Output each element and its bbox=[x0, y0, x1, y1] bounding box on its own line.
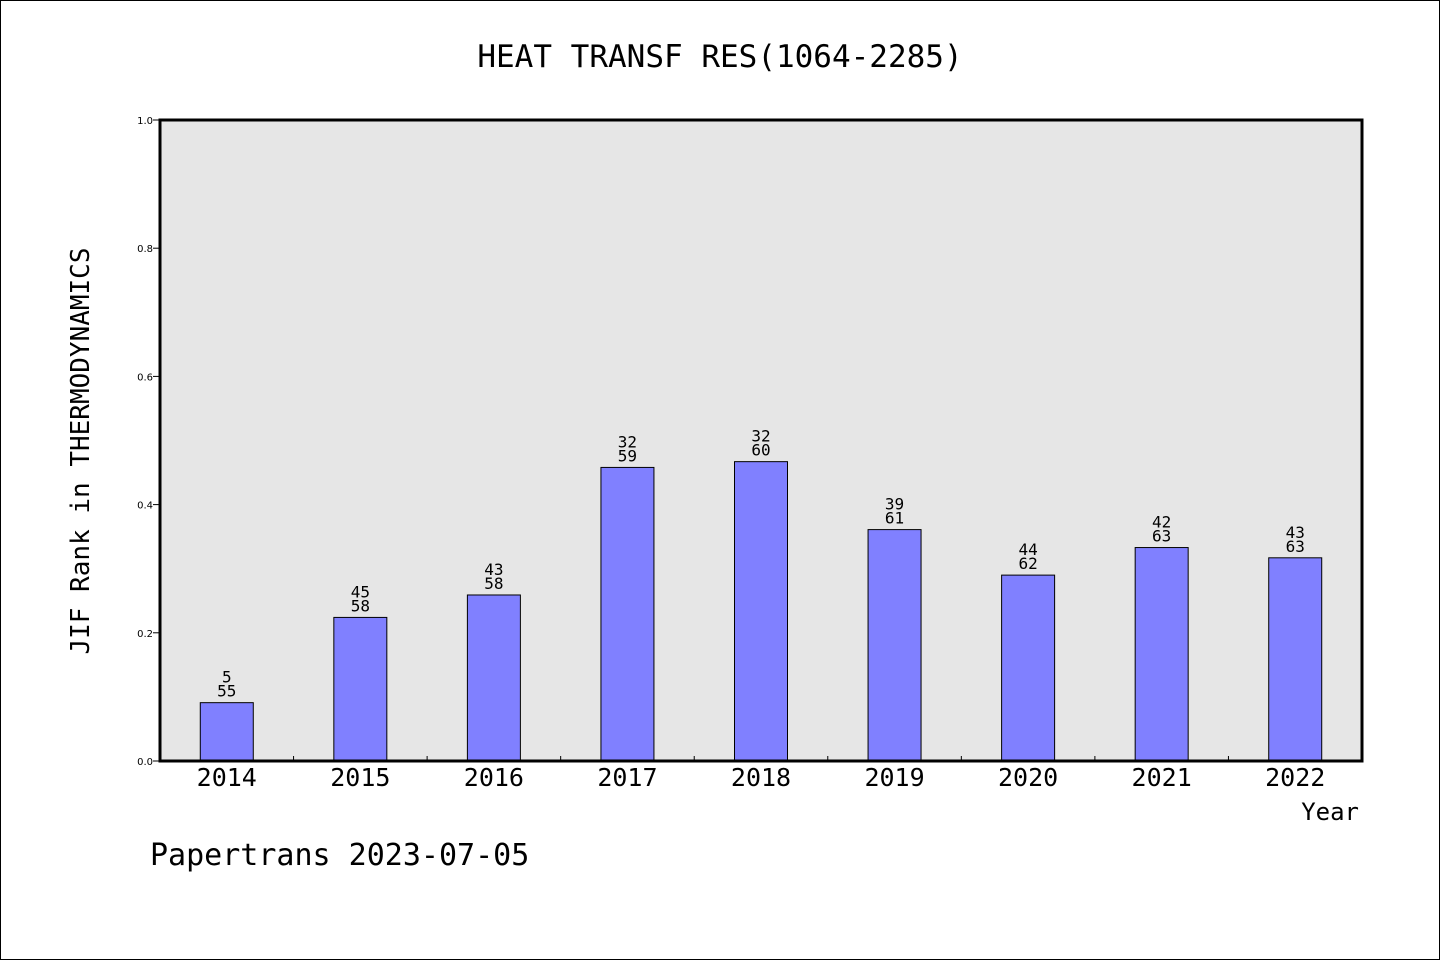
plot-frame bbox=[158, 118, 1364, 763]
x-tick-label: 2014 bbox=[197, 763, 257, 792]
bar bbox=[1001, 574, 1056, 762]
bar bbox=[1268, 557, 1323, 762]
bar-label-rank: 32 bbox=[751, 427, 770, 446]
x-tick-label: 2021 bbox=[1132, 763, 1192, 792]
x-axis-label: Year bbox=[1301, 798, 1359, 826]
x-tick-label: 2018 bbox=[731, 763, 791, 792]
bar-label-rank: 44 bbox=[1018, 540, 1037, 559]
bar-label-total: 60 bbox=[751, 441, 770, 460]
bar bbox=[1134, 547, 1189, 762]
y-tick-label: 0.8 bbox=[137, 244, 153, 255]
x-tick-label: 2020 bbox=[998, 763, 1058, 792]
bar-label-total: 63 bbox=[1286, 537, 1305, 556]
y-tick-label: 0.6 bbox=[137, 372, 153, 383]
bar bbox=[199, 702, 254, 762]
y-tick-label: 1.0 bbox=[137, 116, 153, 127]
y-tick-label: 0.2 bbox=[137, 629, 153, 640]
footer-text: Papertrans 2023-07-05 bbox=[150, 838, 529, 873]
bar-label-rank: 45 bbox=[351, 582, 370, 601]
x-tick-label: 2017 bbox=[597, 763, 657, 792]
bar-label-total: 58 bbox=[351, 596, 370, 615]
bar bbox=[734, 461, 788, 762]
bar bbox=[867, 529, 922, 762]
bar-label-total: 61 bbox=[885, 509, 904, 528]
y-tick-label: 0.4 bbox=[137, 501, 153, 512]
bar-label-total: 59 bbox=[618, 446, 637, 465]
bar bbox=[466, 594, 521, 762]
bar-label-rank: 42 bbox=[1152, 513, 1171, 532]
bar-label-total: 55 bbox=[217, 682, 236, 701]
bar-label-total: 63 bbox=[1152, 527, 1171, 546]
x-tick-label: 2016 bbox=[464, 763, 524, 792]
bar-label-rank: 32 bbox=[618, 432, 637, 451]
bar-label-rank: 39 bbox=[885, 495, 904, 514]
bar bbox=[600, 466, 655, 762]
x-tick-label: 2019 bbox=[864, 763, 924, 792]
bar-label-total: 62 bbox=[1018, 554, 1037, 573]
plot-area: 0.00.20.40.60.81.05552014455820154358201… bbox=[137, 116, 1364, 792]
bar bbox=[333, 616, 388, 762]
bar-label-rank: 43 bbox=[1286, 523, 1305, 542]
chart-title: HEAT TRANSF RES(1064-2285) bbox=[477, 39, 962, 75]
bar-label-rank: 43 bbox=[484, 560, 503, 579]
y-tick-label: 0.0 bbox=[137, 757, 153, 768]
bar-label-total: 58 bbox=[484, 574, 503, 593]
y-axis-label: JIF Rank in THERMODYNAMICS bbox=[66, 248, 96, 655]
x-tick-label: 2015 bbox=[330, 763, 390, 792]
x-tick-label: 2022 bbox=[1265, 763, 1325, 792]
bar-label-rank: 5 bbox=[222, 668, 232, 687]
